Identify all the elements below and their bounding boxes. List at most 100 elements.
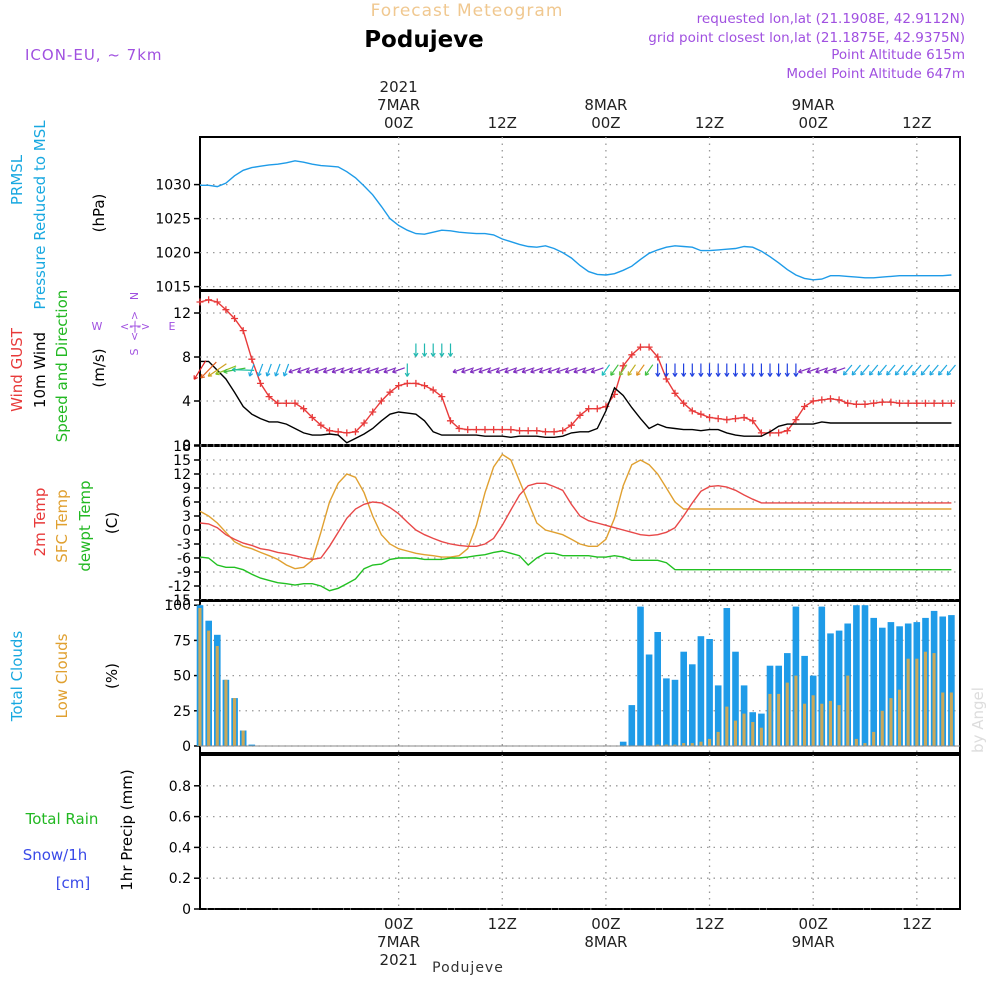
wind-direction-arrow [249, 363, 255, 377]
wind-arrowhead [636, 371, 641, 376]
gust-point [334, 428, 342, 436]
wind-arrowhead [357, 368, 363, 374]
total-rain-label: Total Rain [25, 810, 99, 828]
wind-arrowhead [903, 370, 908, 376]
low-cloud-bar [690, 743, 694, 746]
gust-point [844, 399, 852, 407]
wind-arrowhead [741, 372, 747, 377]
low-cloud-bar [932, 653, 936, 746]
gust-point [438, 393, 446, 401]
wind-direction-arrow [610, 364, 619, 376]
clouds-ytick-label: 25 [173, 704, 191, 720]
low-cloud-bar [733, 720, 737, 746]
bottom-time-label: 00Z [591, 915, 620, 933]
wind-direction-arrow [573, 367, 587, 373]
wind-direction-arrow [929, 364, 939, 376]
sfc-temp-line [199, 453, 952, 570]
wind-arrowhead [447, 352, 454, 357]
wind-ytick-label: 0 [182, 438, 191, 454]
bottom-time-label: 8MAR [584, 933, 627, 951]
wind-arrowhead [538, 368, 544, 374]
temp-ytick-label: -12 [168, 579, 191, 595]
gust-point [636, 343, 644, 351]
wind-arrowhead [920, 370, 926, 376]
low-cloud-bar [811, 695, 815, 746]
precip-ytick-label: 0.4 [169, 840, 191, 856]
wind-arrowhead [832, 368, 838, 374]
wind-direction-arrow [877, 364, 887, 376]
low-cloud-bar [759, 727, 763, 746]
total-cloud-bar [689, 664, 696, 746]
gust-point [403, 379, 411, 387]
wind-arrowhead [582, 368, 587, 374]
top-time-label: 00Z [384, 114, 413, 132]
precip-ytick-label: 0.6 [169, 810, 191, 826]
wind-arrowhead [806, 368, 812, 374]
wind-direction-arrow [547, 367, 561, 373]
low-cloud-bar [863, 743, 867, 746]
gust-point [386, 388, 394, 396]
pressure-ytick-label: 1020 [155, 246, 191, 262]
gust-point [576, 411, 584, 419]
gust-point [792, 416, 800, 424]
wind-direction-arrow [539, 367, 552, 373]
wind-direction-arrow [232, 369, 255, 371]
wind-direction-arrow [644, 364, 654, 376]
bottom-time-label: 12Z [695, 915, 724, 933]
temp-dewpt-label: dewpt Temp [76, 480, 94, 571]
wind-arrowhead [946, 370, 952, 376]
wind-arrowhead [430, 352, 436, 357]
gust-point [274, 399, 282, 407]
wind-direction-arrow [903, 364, 913, 376]
gust-point [524, 427, 532, 435]
gust-point [585, 405, 593, 413]
snow-label: Snow/1h [23, 846, 88, 864]
wind-direction-arrow [323, 367, 336, 373]
gust-point [809, 397, 817, 405]
wind-arrowhead [776, 372, 782, 377]
wind-direction-arrow [478, 367, 492, 373]
total-cloud-bar [939, 616, 946, 746]
total-cloud-bar [645, 654, 653, 746]
compass-ew-arrow: <-|-> [120, 320, 150, 333]
gust-point [714, 415, 722, 423]
gust-point [498, 426, 506, 434]
low-cloud-bar [751, 722, 755, 746]
low-cloud-bar [949, 692, 953, 746]
wind-arrowhead [439, 352, 445, 357]
wind-arrowhead [610, 371, 615, 376]
gust-point [896, 399, 904, 407]
low-cloud-bar [224, 679, 228, 746]
gust-point [904, 399, 912, 407]
wind-direction-arrow [619, 364, 628, 376]
wind-direction-arrow [894, 364, 905, 376]
total-cloud-bar [861, 605, 869, 746]
pressure-ytick-label: 1025 [155, 212, 191, 228]
compass-ns-arrow: <-|-> [128, 311, 141, 341]
gust-point [239, 327, 247, 335]
gust-point [749, 417, 757, 425]
total-cloud-bar [818, 606, 826, 746]
wind-arrowhead [793, 372, 799, 377]
pressure-label-prmsl: PRMSL [8, 154, 26, 205]
compass-north: N [128, 292, 141, 300]
low-cloud-bar [906, 658, 910, 746]
wind-direction-arrow [274, 363, 281, 377]
temp-ytick-label: -3 [177, 537, 191, 553]
bottom-time-label: 00Z [798, 915, 827, 933]
gust-point [541, 428, 549, 436]
gust-point [222, 306, 230, 314]
gust-point [550, 428, 558, 436]
wind-arrowhead [495, 368, 501, 374]
gust-point [360, 419, 368, 427]
wind-arrowhead [504, 368, 509, 374]
wind-unit-label: (m/s) [90, 348, 108, 387]
gust-point [248, 355, 256, 363]
wind-direction-arrow [340, 367, 354, 373]
low-cloud-bar [725, 706, 729, 746]
wind-arrowhead [663, 372, 669, 377]
snow-unit-label: [cm] [56, 874, 91, 892]
wind-direction-arrow [851, 364, 861, 376]
total-cloud-bar [896, 626, 903, 746]
